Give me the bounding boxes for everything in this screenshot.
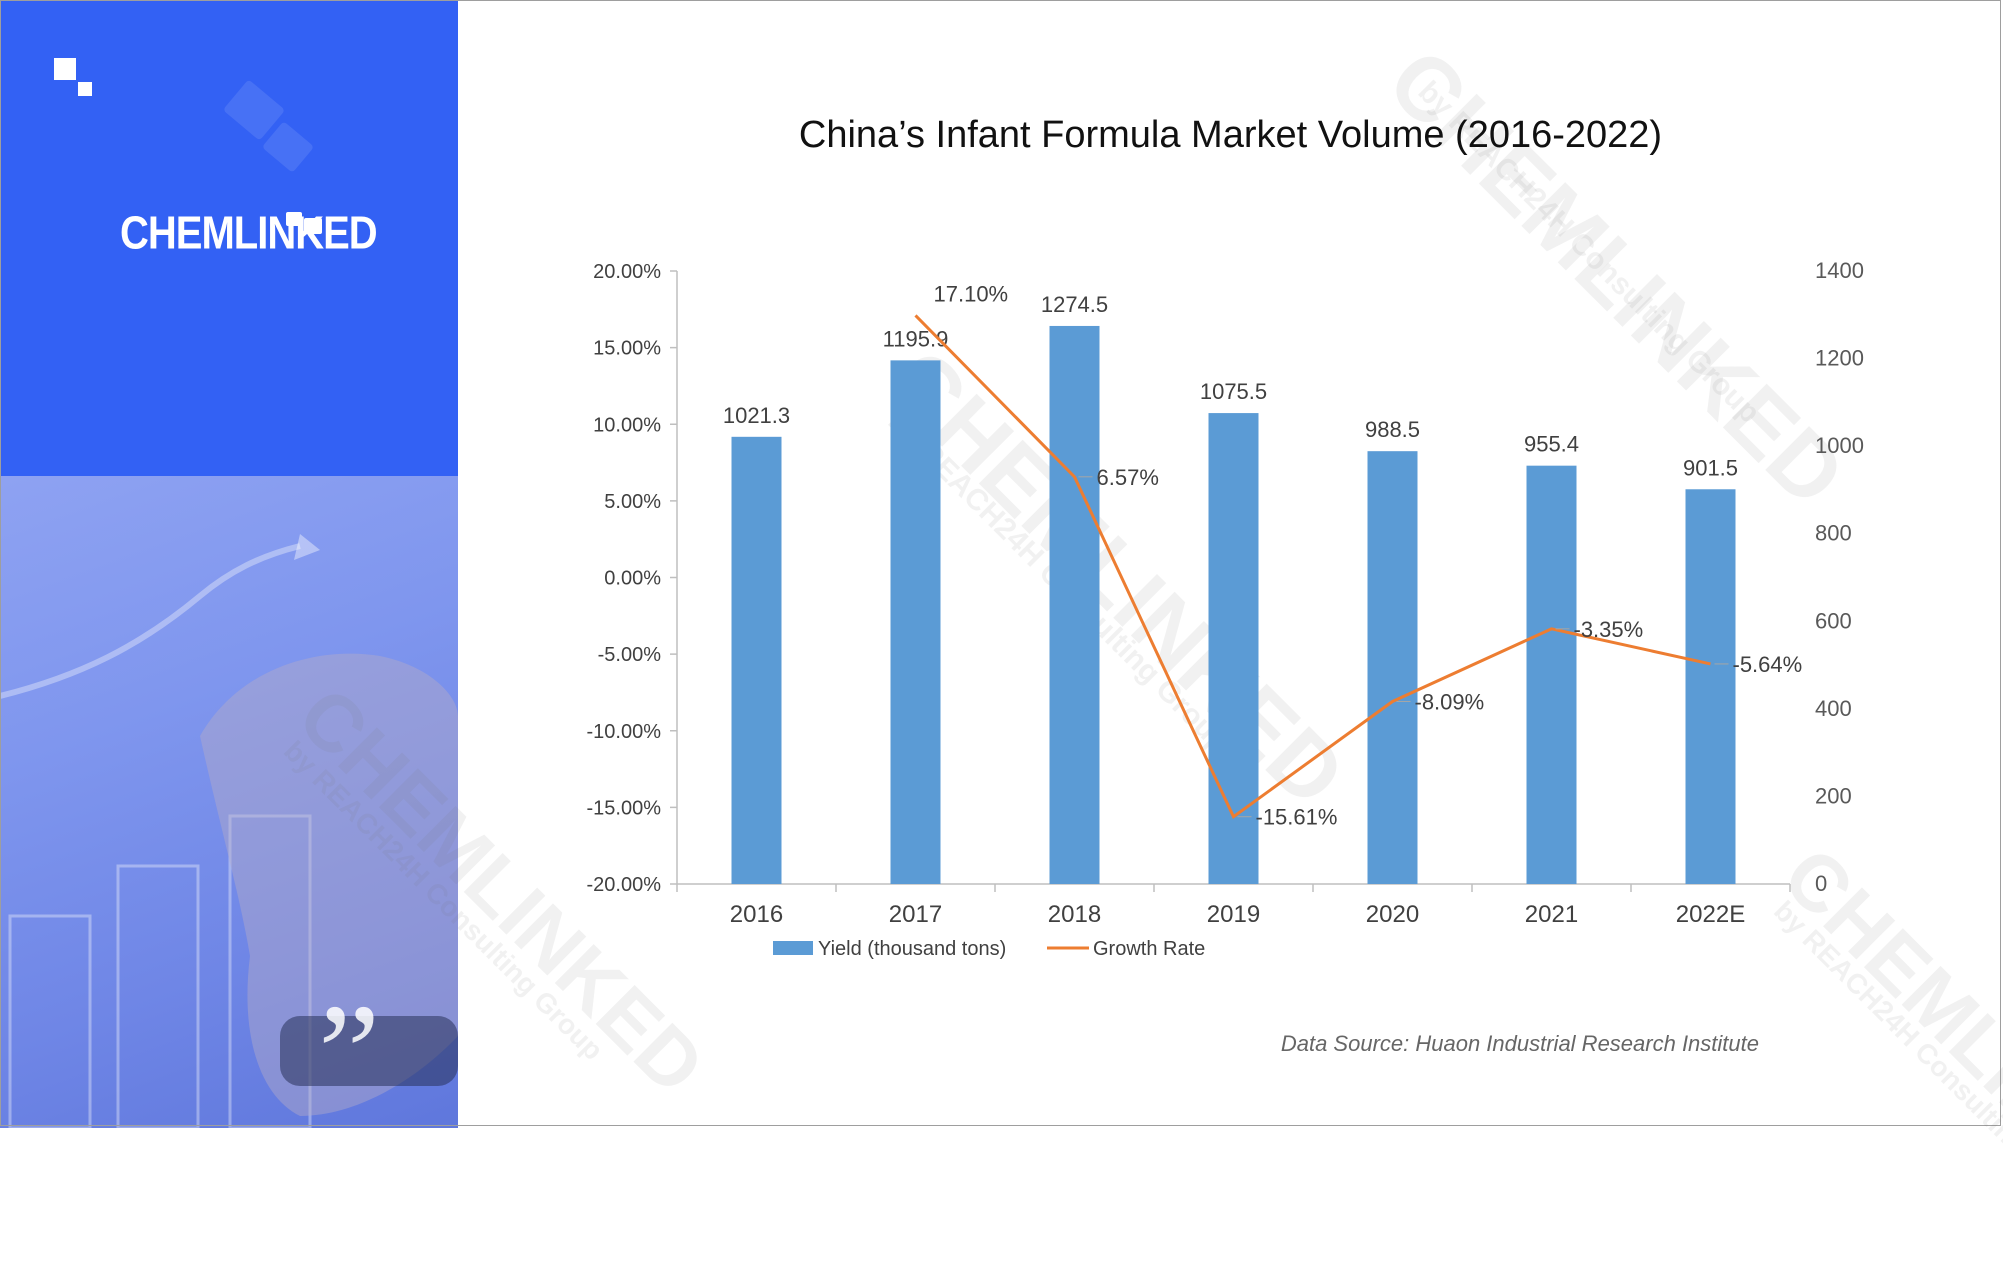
bar-data-label: 1021.3 [723, 403, 790, 428]
line-data-label: -5.64% [1733, 652, 1803, 677]
right-axis-tick-label: 1400 [1815, 258, 1864, 283]
combo-chart: 20.00% 15.00% 10.00% 5.00% 0.00% -5.00% -10.00… [587, 258, 1864, 960]
legend-label-growth: Growth Rate [1093, 938, 1205, 960]
slide-frame [0, 0, 2001, 1126]
wristband-shape [280, 1016, 458, 1086]
hand-chart-illustration [0, 534, 458, 1128]
left-axis-tick-label: 15.00% [593, 338, 661, 360]
line-data-label: 17.10% [934, 281, 1009, 306]
quote-mark-icon: ” [318, 976, 381, 1128]
brand-pattern [54, 58, 322, 234]
right-axis-tick-label: 200 [1815, 783, 1852, 808]
bar-data-label: 955.4 [1524, 432, 1579, 457]
chart-title: China’s Infant Formula Market Volume (20… [798, 114, 1663, 156]
left-axis-tick-label: -10.00% [587, 721, 662, 743]
x-axis-tick-label: 2019 [1207, 901, 1260, 928]
right-axis-tick-label: 1200 [1815, 346, 1864, 371]
right-axis-tick-label: 0 [1815, 871, 1827, 896]
arrow-curve-icon [0, 543, 301, 699]
x-axis-tick-label: 2018 [1048, 901, 1101, 928]
logo-square-icon [54, 58, 76, 80]
chat-bubble-icon [286, 212, 302, 226]
bar-yield [890, 360, 941, 884]
line-data-label: -3.35% [1574, 617, 1644, 642]
logo-text: CHEMLINKED [120, 208, 378, 259]
right-axis-tick-label: 400 [1815, 696, 1852, 721]
bar-data-label: 901.5 [1683, 455, 1738, 480]
line-data-label: 6.57% [1097, 465, 1159, 490]
bar-yield [1685, 489, 1736, 884]
decorative-photo-panel: ” [0, 476, 458, 1128]
arrow-head-icon [294, 534, 320, 560]
chat-bubble-watermark-icon [224, 80, 284, 140]
x-axis-tick-label: 2016 [730, 901, 783, 928]
bar-data-label: 1274.5 [1041, 292, 1108, 317]
data-source-note: Data Source: Huaon Industrial Research I… [1280, 1031, 1759, 1056]
logo: CHEMLINKED [120, 208, 378, 259]
line-data-label: -15.61% [1256, 805, 1338, 830]
right-axis-tick-label: 1000 [1815, 433, 1864, 458]
line-data-label: -8.09% [1415, 689, 1485, 714]
bar-outline-icon [116, 864, 200, 1128]
bar-data-label: 988.5 [1365, 417, 1420, 442]
bar-outline-icon [228, 814, 312, 1128]
right-axis-tick-label: 600 [1815, 608, 1852, 633]
left-axis-tick-label: 20.00% [593, 261, 661, 283]
bar-yield [731, 436, 782, 884]
x-axis-tick-label: 2022E [1676, 901, 1745, 928]
left-axis-tick-label: -5.00% [598, 644, 662, 666]
right-axis-tick-label: 800 [1815, 521, 1852, 546]
left-axis-tick-label: -15.00% [587, 797, 662, 819]
growth-rate-line [914, 314, 1711, 820]
hand-shape [200, 653, 458, 1116]
brand-panel: CHEMLINKED [0, 0, 458, 476]
bar-yield [1526, 465, 1577, 884]
bar-data-label: 1075.5 [1200, 379, 1267, 404]
chat-bubble-watermark-icon [263, 122, 313, 172]
left-axis-tick-label: -20.00% [587, 874, 662, 896]
bar-yield [1367, 451, 1418, 884]
left-axis-tick-label: 5.00% [604, 491, 661, 513]
bar-outline-icon [8, 914, 92, 1128]
left-axis-tick-label: 0.00% [604, 568, 661, 590]
legend-swatch-yield [773, 941, 813, 955]
bar-yield [1049, 325, 1100, 885]
legend-label-yield: Yield (thousand tons) [818, 938, 1006, 960]
x-axis-tick-label: 2017 [889, 901, 942, 928]
x-axis-tick-label: 2021 [1525, 901, 1578, 928]
logo-small-square-icon [78, 82, 92, 96]
left-axis-tick-label: 10.00% [593, 414, 661, 436]
chat-bubble-icon [304, 218, 322, 234]
x-axis-tick-label: 2020 [1366, 901, 1419, 928]
